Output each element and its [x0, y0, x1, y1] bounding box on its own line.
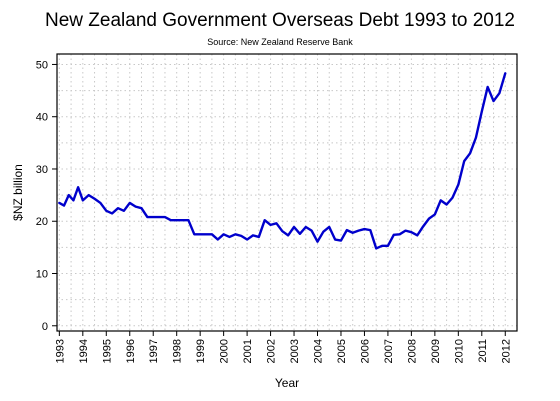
x-tick-label: 2008 — [406, 339, 418, 363]
y-axis-ticks: 0 10 20 30 40 50 — [36, 59, 57, 333]
x-axis-label: Year — [275, 376, 299, 390]
y-tick-label: 10 — [36, 269, 48, 281]
y-tick-label: 50 — [36, 59, 48, 71]
x-tick-label: 2011 — [477, 339, 489, 363]
plot-area-frame — [56, 53, 518, 332]
x-tick-label: 2001 — [242, 339, 254, 363]
x-tick-label: 1996 — [125, 339, 137, 363]
x-tick-label: 2003 — [289, 339, 301, 363]
x-tick-label: 1999 — [195, 339, 207, 363]
x-tick-label: 1994 — [78, 339, 90, 363]
x-tick-label: 2009 — [430, 339, 442, 363]
x-axis-ticks: 1993 1994 1995 1996 1997 1998 1999 2000 2001 2002… — [54, 331, 512, 363]
x-tick-label: 2000 — [219, 339, 231, 363]
x-tick-label: 1993 — [54, 339, 66, 363]
y-tick-label: 20 — [36, 216, 48, 228]
x-tick-label: 2006 — [359, 339, 371, 363]
chart-title: New Zealand Government Overseas Debt 199… — [45, 10, 515, 31]
x-tick-label: 2002 — [266, 339, 278, 363]
x-tick-label: 2007 — [383, 339, 395, 363]
x-tick-label: 1997 — [148, 339, 160, 363]
debt-series-line — [58, 72, 507, 250]
x-tick-label: 1998 — [172, 339, 184, 363]
x-tick-label: 2012 — [500, 339, 512, 363]
x-tick-label: 2004 — [313, 339, 325, 363]
chart-subtitle: Source: New Zealand Reserve Bank — [207, 37, 353, 47]
y-tick-label: 0 — [42, 321, 48, 333]
grid-lines — [57, 54, 517, 331]
y-tick-label: 40 — [36, 112, 48, 124]
y-axis-label: $NZ billion — [11, 164, 25, 221]
x-tick-label: 2010 — [453, 339, 465, 363]
y-tick-label: 30 — [36, 164, 48, 176]
x-tick-label: 1995 — [101, 339, 113, 363]
x-tick-label: 2005 — [336, 339, 348, 363]
